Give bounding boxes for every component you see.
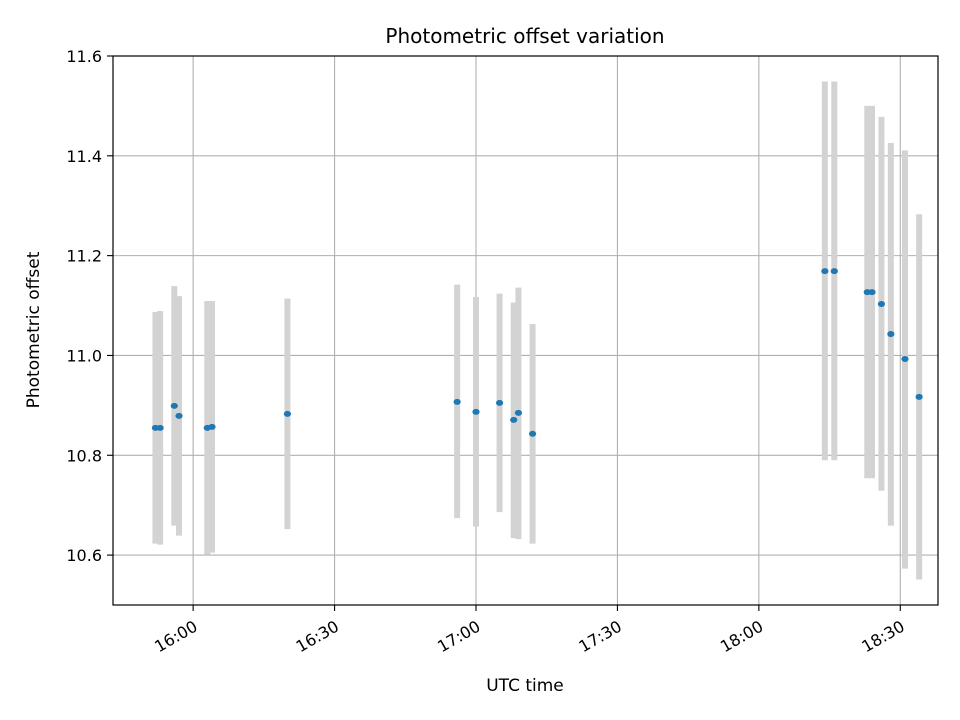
data-point (208, 423, 216, 430)
y-axis-title: Photometric offset (24, 251, 44, 408)
data-point (514, 409, 523, 416)
x-axis-title: UTC time (486, 676, 564, 696)
plot-frame (112, 55, 939, 606)
data-point (915, 393, 923, 400)
data-point (830, 268, 838, 275)
chart-title: Photometric offset variation (385, 24, 664, 48)
data-point (472, 408, 480, 415)
y-tick-label: 11.0 (66, 346, 102, 365)
data-point (510, 416, 518, 423)
data-point (887, 330, 895, 337)
y-tick-label: 10.6 (66, 546, 102, 565)
data-point (528, 430, 537, 437)
y-tick-label: 11.4 (66, 147, 102, 166)
data-point (453, 398, 461, 405)
data-point (901, 355, 909, 362)
data-point (821, 268, 829, 275)
data-point (495, 399, 504, 406)
y-tick-label: 11.6 (66, 47, 102, 66)
y-tick-label: 10.8 (66, 446, 102, 465)
data-point (175, 412, 183, 419)
data-points (151, 268, 923, 437)
data-point (170, 402, 178, 409)
data-point (156, 424, 164, 431)
data-point (868, 289, 876, 296)
data-point (877, 301, 886, 308)
data-point (283, 410, 292, 417)
y-tick-label: 11.2 (66, 247, 102, 266)
plot-area-background (113, 56, 938, 605)
